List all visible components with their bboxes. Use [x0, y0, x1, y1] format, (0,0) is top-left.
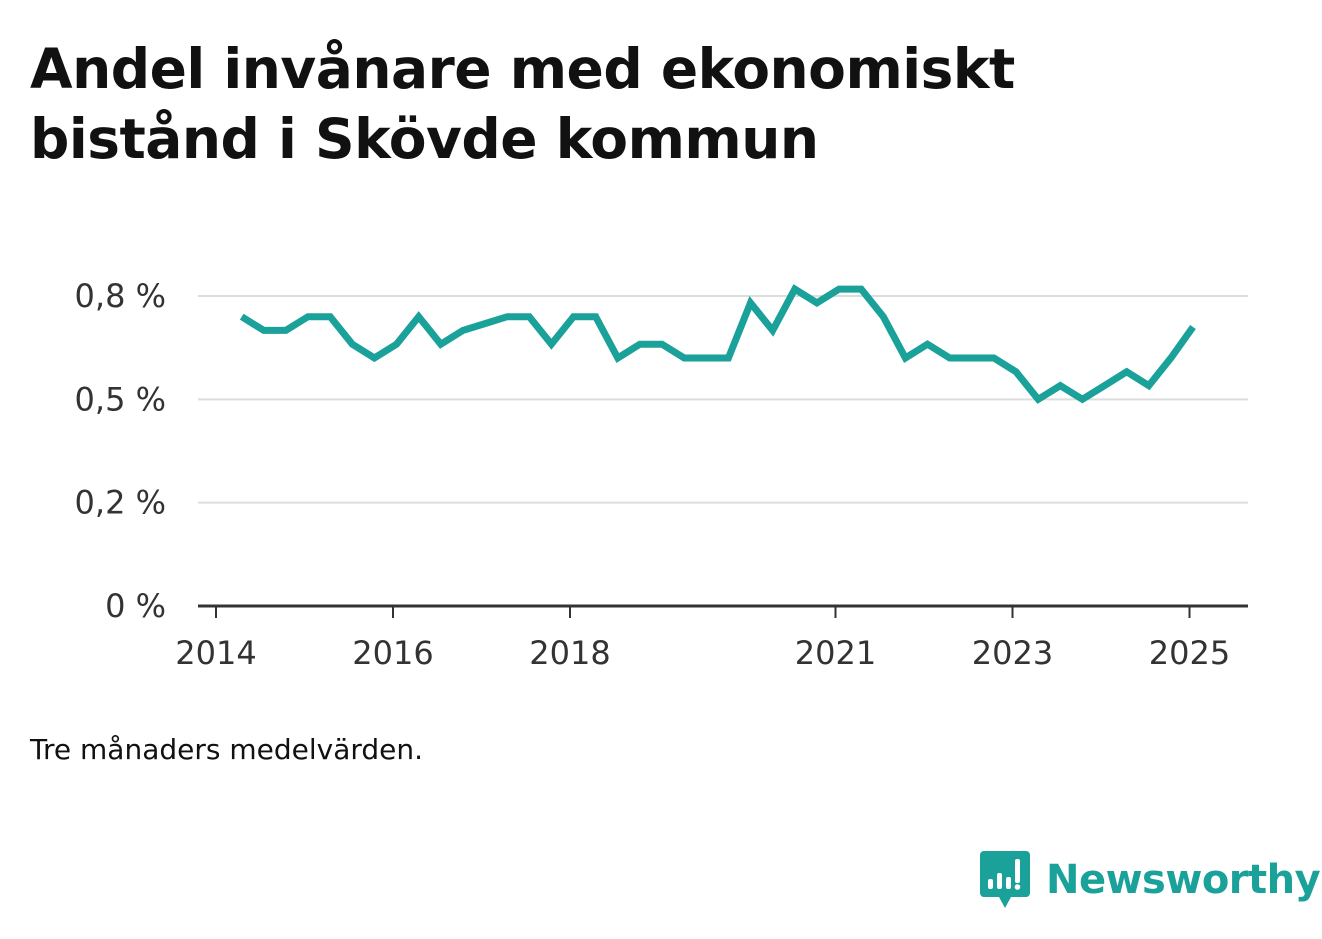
x-axis-labels: 2014 2016 2018 2021 2023 2025 [175, 634, 1230, 672]
y-tick-label: 0,8 % [75, 277, 166, 315]
x-tick-label: 2016 [352, 634, 433, 672]
bar-chart-speech-bubble-icon [980, 851, 1030, 908]
x-tick-label: 2014 [175, 634, 256, 672]
y-axis-labels: 0 % 0,2 % 0,5 % 0,8 % [75, 277, 166, 625]
brand-logo[interactable]: Newsworthy [980, 850, 1321, 910]
x-tick-label: 2023 [972, 634, 1053, 672]
y-tick-label: 0,2 % [75, 484, 166, 522]
x-tick-label: 2025 [1149, 634, 1230, 672]
y-tick-label: 0 % [105, 587, 166, 625]
chart-note: Tre månaders medelvärden. [30, 733, 424, 766]
brand-name: Newsworthy [1046, 857, 1321, 903]
series-layer [239, 284, 1196, 404]
x-axis [198, 604, 1248, 618]
x-tick-label: 2018 [529, 634, 610, 672]
series-line [239, 284, 1196, 404]
y-tick-label: 0,5 % [75, 380, 166, 418]
x-tick-label: 2021 [795, 634, 876, 672]
chart-title: Andel invånare med ekonomiskt bistånd i … [30, 37, 1015, 171]
grid-lines [198, 295, 1248, 504]
